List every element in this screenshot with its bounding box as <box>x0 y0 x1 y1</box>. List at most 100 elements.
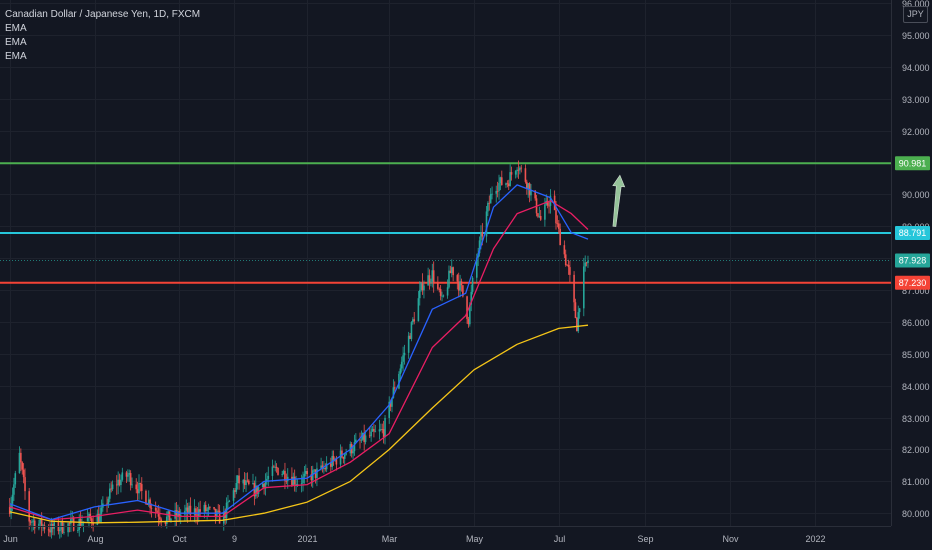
candle-body <box>539 215 542 220</box>
candle-body <box>381 429 384 430</box>
ema-lines <box>9 184 589 524</box>
x-tick-label: Sep <box>637 534 653 544</box>
candle-body <box>413 319 416 322</box>
candle-body <box>499 177 502 183</box>
candle-body <box>546 200 549 206</box>
candle-body <box>286 476 289 482</box>
candle-body <box>389 401 392 407</box>
y-tick-label: 81.000 <box>902 477 930 487</box>
candle-body <box>207 507 210 510</box>
candle-body <box>506 183 509 185</box>
candle-body <box>295 484 297 485</box>
candle-body <box>110 488 113 490</box>
candle-body <box>78 518 81 530</box>
candle-body <box>115 484 118 486</box>
candle-body <box>557 223 560 229</box>
candle-body <box>471 277 474 292</box>
candle-body <box>138 482 140 494</box>
ema-indicator-2[interactable]: EMA <box>5 37 27 48</box>
candle-body <box>487 202 489 212</box>
time-axis[interactable]: Jun Aug Oct 9 2021 Mar May Jul Sep Nov 2022 <box>3 534 825 544</box>
ema-indicator-1[interactable]: EMA <box>5 23 27 34</box>
candle-body <box>432 270 435 284</box>
candle-body <box>384 417 386 438</box>
up-arrow-icon[interactable] <box>612 174 626 227</box>
currency-badge[interactable]: JPY <box>903 6 928 23</box>
candle-body <box>491 193 493 195</box>
candle-body <box>204 504 207 512</box>
candle-body <box>22 469 25 478</box>
candle-body <box>174 510 176 519</box>
candle-body <box>111 484 114 490</box>
ema-slow-line <box>9 324 589 524</box>
candle-body <box>563 245 566 255</box>
candle-body <box>139 482 142 485</box>
candle-body <box>157 512 160 517</box>
candle-body <box>363 432 365 443</box>
candle-body <box>380 429 382 430</box>
candle-body <box>583 266 585 309</box>
candle-body <box>293 476 296 485</box>
candle-body <box>248 480 250 485</box>
candle-body <box>378 429 381 432</box>
candle-body <box>47 529 50 531</box>
candle-body <box>456 275 459 282</box>
x-tick-label: Aug <box>87 534 103 544</box>
horizontal-levels[interactable] <box>0 162 891 284</box>
candle-body <box>63 532 65 534</box>
candle-body <box>457 281 460 291</box>
ema-indicator-3[interactable]: EMA <box>5 51 27 62</box>
candle-body <box>364 435 367 443</box>
candle-body <box>368 435 371 437</box>
candle-body <box>189 505 192 515</box>
symbol-title[interactable]: Canadian Dollar / Japanese Yen, 1D, FXCM <box>5 9 201 20</box>
candle-body <box>121 472 124 480</box>
candle-body <box>306 471 308 475</box>
candle-body <box>140 484 143 491</box>
candle-body <box>574 302 577 318</box>
candle-body <box>481 232 484 237</box>
candle-body <box>284 470 286 481</box>
candle-body <box>323 468 325 469</box>
candle-body <box>50 523 53 533</box>
candle-body <box>448 270 450 288</box>
candle-body <box>263 483 265 489</box>
y-tick-label: 84.000 <box>902 382 930 392</box>
ema-fast-line <box>9 184 589 521</box>
candle-body <box>412 319 414 323</box>
candle-body <box>359 439 361 441</box>
candle-body <box>236 475 239 483</box>
candle-body <box>428 275 431 283</box>
candle-body <box>267 475 270 479</box>
candle-body <box>510 172 513 175</box>
candle-body <box>573 274 575 303</box>
candle-body <box>168 511 171 521</box>
y-tick-label: 82.000 <box>902 445 930 455</box>
candle-body <box>524 168 527 182</box>
candle-body <box>370 431 372 437</box>
candle-body <box>314 469 317 478</box>
candle-body <box>485 211 488 237</box>
candle-body <box>537 213 539 217</box>
candle-body <box>28 491 30 522</box>
annotations[interactable] <box>612 174 626 227</box>
candle-body <box>418 289 421 299</box>
candle-body <box>460 281 463 286</box>
candle-body <box>243 479 246 486</box>
candle-body <box>310 474 313 481</box>
y-tick-label: 85.000 <box>902 350 930 360</box>
candle-body <box>256 485 258 494</box>
candle-body <box>49 530 51 533</box>
candle-body <box>70 518 72 524</box>
candle-body <box>300 483 303 484</box>
x-tick-label: Jul <box>554 534 566 544</box>
candle-body <box>160 519 163 522</box>
candle-body <box>147 499 150 505</box>
candle-body <box>60 521 62 530</box>
candle-body <box>488 202 491 204</box>
candle-body <box>423 285 425 291</box>
candle-body <box>107 498 110 505</box>
level-tag-top <box>895 156 930 171</box>
